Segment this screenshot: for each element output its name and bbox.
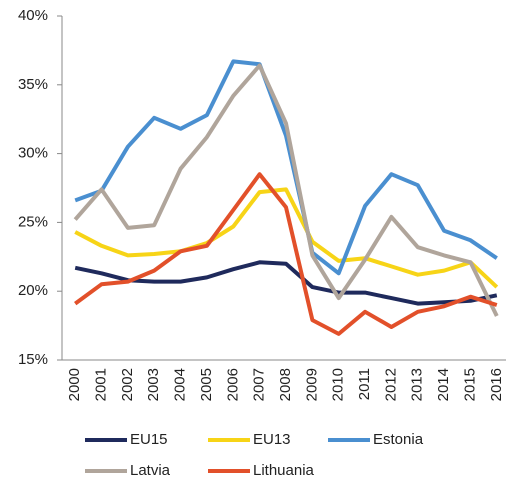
- y-tick-label: 40%: [18, 7, 48, 24]
- x-tick-label: 2013: [409, 368, 426, 401]
- x-tick-label: 2000: [66, 368, 83, 401]
- legend-label: EU15: [130, 431, 168, 448]
- x-tick-label: 2012: [382, 368, 399, 401]
- x-tick-label: 2009: [303, 368, 320, 401]
- legend-label: Latvia: [130, 462, 171, 479]
- series-line: [74, 260, 498, 306]
- y-tick-label: 25%: [18, 213, 48, 230]
- legend-label: Lithuania: [253, 462, 315, 479]
- series-line: [74, 187, 499, 289]
- y-tick-label: 15%: [18, 351, 48, 368]
- x-tick-label: 2010: [330, 368, 347, 401]
- x-tick-label: 2001: [92, 368, 109, 401]
- x-tick-label: 2016: [488, 368, 505, 401]
- y-tick-label: 35%: [18, 76, 48, 93]
- series-line: [74, 172, 498, 336]
- x-tick-label: 2015: [461, 368, 478, 401]
- y-tick-label: 30%: [18, 145, 48, 162]
- x-tick-label: 2002: [119, 368, 136, 401]
- x-tick-label: 2006: [224, 368, 241, 401]
- x-tick-label: 2007: [251, 368, 268, 401]
- x-tick-label: 2011: [356, 368, 373, 400]
- x-tick-label: 2003: [145, 368, 162, 401]
- y-tick-label: 20%: [18, 282, 48, 299]
- legend-label: Estonia: [373, 431, 424, 448]
- x-tick-label: 2005: [198, 368, 215, 401]
- series-line: [73, 63, 499, 317]
- legend-label: EU13: [253, 431, 291, 448]
- series-line: [74, 59, 498, 276]
- x-tick-label: 2014: [435, 368, 452, 401]
- x-tick-label: 2004: [172, 368, 189, 401]
- x-tick-label: 2008: [277, 368, 294, 401]
